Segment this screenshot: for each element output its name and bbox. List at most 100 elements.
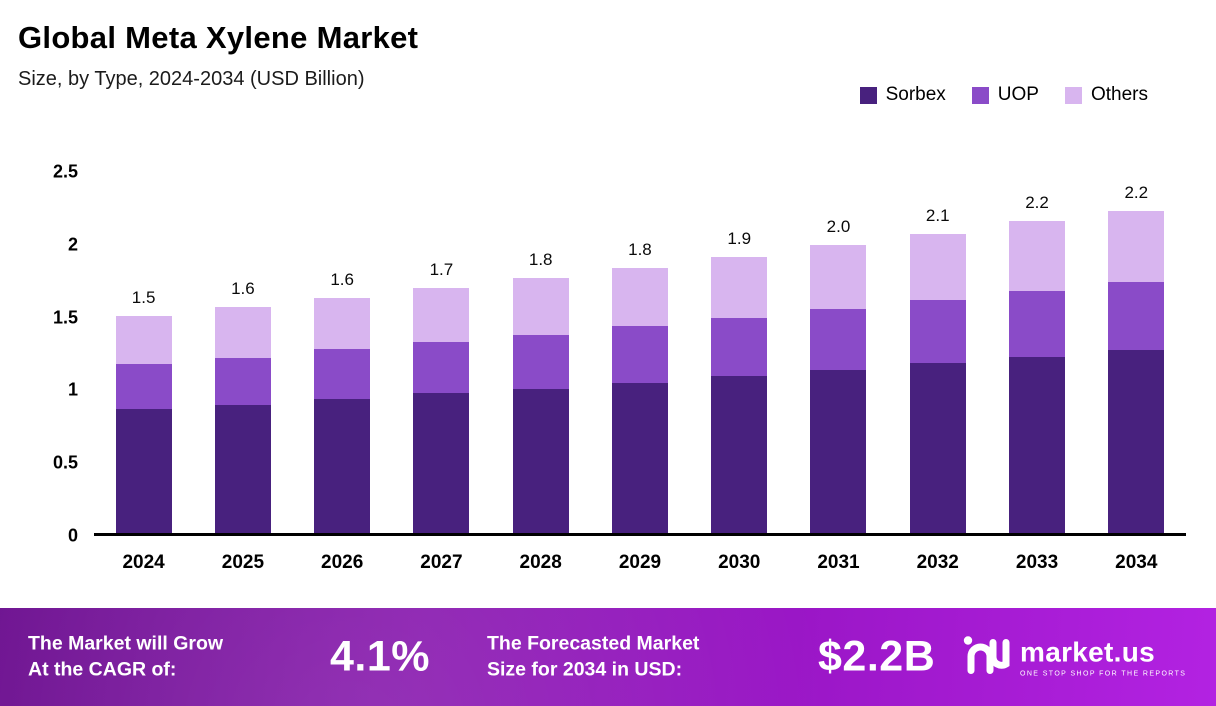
bar-total-label: 1.6 (231, 279, 255, 298)
cagr-label-line2: At the CAGR of: (28, 659, 177, 681)
bar-stack (611, 268, 668, 533)
bar-stack (909, 234, 966, 533)
y-tick-label: 1 (67, 379, 78, 400)
page-subtitle: Size, by Type, 2024-2034 (USD Billion) (18, 68, 365, 90)
bar-total-label: 1.8 (528, 250, 553, 269)
bar-segment-sorbex (1009, 357, 1066, 533)
y-tick-label: 1.5 (52, 307, 78, 328)
bar-stack (810, 245, 867, 533)
cagr-label: The Market will Grow At the CAGR of: (28, 631, 223, 684)
bar-segment-sorbex (711, 376, 768, 533)
y-axis: 0 0.5 1 1.5 2 2.5 (22, 162, 94, 546)
bar-total-label: 1.6 (330, 270, 354, 289)
bar-segment-others (810, 245, 867, 309)
bar-segment-sorbex (909, 363, 966, 533)
bar-segment-sorbex (214, 405, 271, 533)
bar-stack (115, 316, 172, 533)
bar-segment-sorbex (611, 383, 668, 533)
x-axis-label: 2031 (817, 552, 860, 573)
forecast-label-line1: The Forecasted Market (487, 632, 700, 655)
logo-text-wrap: market.us ONE STOP SHOP FOR THE REPORTS (1020, 637, 1186, 678)
bar-total-label: 1.9 (727, 229, 752, 248)
bar-stack (413, 288, 470, 533)
bar-group: 2.0 (807, 172, 869, 533)
legend-item-others: Others (1064, 84, 1148, 106)
legend: Sorbex UOP Others (859, 84, 1148, 106)
bar-segment-uop (611, 326, 668, 383)
bar-group: 2.2 (1006, 172, 1068, 533)
bar-group: 1.6 (212, 172, 274, 533)
x-axis-label: 2033 (1015, 552, 1059, 573)
market-us-logo-icon (962, 634, 1010, 681)
cagr-label-line1: The Market will Grow (28, 632, 224, 655)
bar-segment-others (512, 278, 569, 335)
y-tick-label: 2.5 (52, 161, 78, 182)
bar-segment-others (214, 307, 271, 358)
chart-inner: 0 0.5 1 1.5 2 2.5 1.5 1.6 1.6 1.7 1.8 1.8 1.9 2.0 2.1… (22, 162, 1186, 546)
page-title: Global Meta Xylene Market (18, 20, 419, 55)
bar-group: 1.9 (708, 172, 770, 533)
bar-segment-others (413, 288, 470, 342)
legend-label: Others (1090, 84, 1148, 105)
bar-total-label: 1.8 (628, 240, 652, 259)
bar-segment-uop (711, 318, 768, 376)
logo-text: market.us (1020, 636, 1155, 668)
x-axis-label: 2027 (420, 552, 463, 573)
bar-segment-others (711, 257, 768, 318)
bar-stack (711, 257, 768, 533)
legend-swatch (1064, 86, 1082, 104)
bar-total-label: 2.2 (1124, 183, 1149, 202)
bar-segment-others (611, 268, 668, 326)
legend-label: UOP (997, 84, 1039, 105)
bar-total-label: 2.1 (925, 206, 950, 225)
bar-segment-others (314, 298, 371, 349)
bar-group: 2.2 (1105, 172, 1167, 533)
bar-segment-sorbex (413, 393, 470, 533)
bar-segment-uop (810, 309, 867, 370)
bar-segment-sorbex (810, 370, 867, 533)
legend-swatch (971, 86, 989, 104)
bar-group: 1.8 (510, 172, 572, 533)
bar-segment-uop (1108, 282, 1165, 350)
bar-group: 1.7 (410, 172, 472, 533)
chart-header: Global Meta Xylene Market Size, by Type,… (18, 20, 418, 91)
legend-label: Sorbex (885, 84, 946, 105)
bar-segment-uop (909, 300, 966, 363)
forecast-value: $2.2B (818, 632, 936, 681)
bar-total-label: 1.7 (429, 260, 454, 279)
plot-area: 1.5 1.6 1.6 1.7 1.8 1.8 1.9 2.0 2.1 2.2 2.2 (94, 172, 1186, 536)
bar-segment-sorbex (1108, 350, 1165, 533)
x-axis-label: 2028 (519, 552, 562, 573)
bar-segment-sorbex (115, 409, 172, 533)
market-us-logo: market.us ONE STOP SHOP FOR THE REPORTS (962, 634, 1186, 681)
bar-group: 1.8 (609, 172, 671, 533)
bar-segment-uop (512, 335, 569, 389)
x-axis-label: 2034 (1115, 552, 1158, 573)
bar-segment-others (1108, 211, 1165, 282)
bar-group: 1.6 (311, 172, 373, 533)
bar-segment-others (115, 316, 172, 364)
bar-stack (1009, 221, 1066, 533)
x-axis-label: 2024 (122, 552, 165, 573)
x-axis-label: 2032 (916, 552, 959, 573)
bar-segment-uop (314, 349, 371, 399)
y-tick-label: 0 (67, 525, 78, 546)
bar-stack (1108, 211, 1165, 533)
bar-total-label: 2.2 (1025, 193, 1049, 212)
footer-banner: The Market will Grow At the CAGR of: 4.1… (0, 608, 1216, 706)
bar-segment-others (909, 234, 966, 300)
bar-stack (214, 307, 271, 533)
logo-tagline: ONE STOP SHOP FOR THE REPORTS (1020, 670, 1187, 678)
legend-swatch (859, 86, 877, 104)
bar-segment-uop (1009, 291, 1066, 357)
x-axis-label: 2029 (618, 552, 662, 573)
bar-group: 1.5 (113, 172, 175, 533)
bar-segment-others (1009, 221, 1066, 291)
cagr-value: 4.1% (330, 632, 431, 681)
y-tick-label: 2 (67, 234, 78, 255)
bar-segment-uop (115, 364, 172, 409)
bar-stack (512, 278, 569, 533)
x-axis-label: 2025 (221, 552, 265, 573)
bar-total-label: 1.5 (131, 288, 156, 307)
